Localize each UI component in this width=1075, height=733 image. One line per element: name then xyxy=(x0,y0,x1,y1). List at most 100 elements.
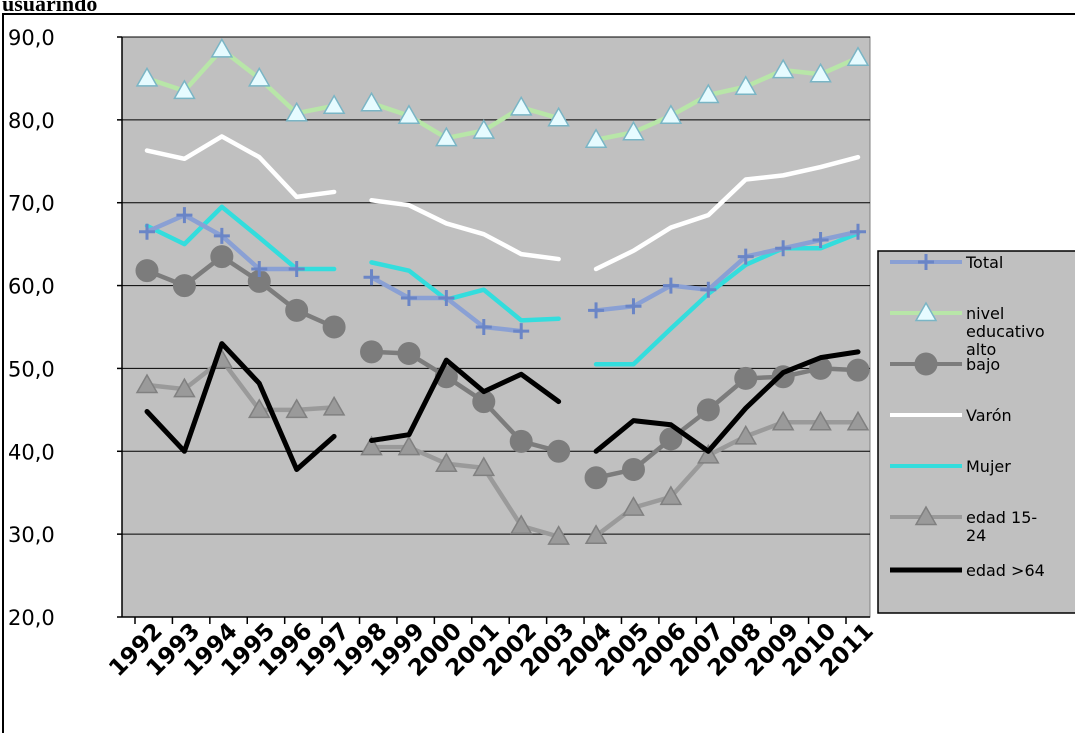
data-point xyxy=(918,254,934,270)
data-point xyxy=(584,128,608,148)
data-point xyxy=(625,298,642,315)
data-point xyxy=(322,94,346,115)
legend-label: edad 15-24 xyxy=(966,508,1037,545)
data-point xyxy=(588,302,605,319)
data-point xyxy=(397,342,421,366)
data-point xyxy=(435,126,458,147)
y-tick-label: 80,0 xyxy=(8,109,55,133)
data-point xyxy=(846,46,870,66)
legend-item: edad >64 xyxy=(890,561,1045,580)
series-line xyxy=(593,154,861,272)
data-point xyxy=(584,466,608,490)
data-point xyxy=(360,340,384,364)
data-point xyxy=(622,496,645,516)
data-point xyxy=(397,104,421,124)
data-point xyxy=(360,91,383,112)
data-point xyxy=(696,398,720,422)
data-point xyxy=(622,120,645,141)
data-point xyxy=(513,323,530,340)
data-point xyxy=(210,245,234,269)
data-point xyxy=(475,319,492,335)
legend-label: Total xyxy=(965,253,1003,272)
axes xyxy=(117,36,870,624)
data-point xyxy=(775,240,792,257)
data-point xyxy=(584,524,608,545)
data-point xyxy=(400,290,417,306)
data-point xyxy=(662,277,679,294)
data-point xyxy=(734,75,758,95)
data-point xyxy=(846,410,870,431)
data-point xyxy=(285,298,309,322)
legend-label: nivel educativo alto xyxy=(966,304,1045,359)
data-point xyxy=(173,79,196,100)
series-edad-15-24 xyxy=(135,348,870,545)
legend-label: edad >64 xyxy=(966,561,1045,580)
y-tick-label: 70,0 xyxy=(8,192,55,216)
series-line xyxy=(593,231,861,367)
data-point xyxy=(288,261,305,277)
series-line xyxy=(369,357,562,444)
x-tick-labels: 1992199319941995199619971998199920002001… xyxy=(104,618,879,682)
data-point xyxy=(509,429,533,453)
data-point xyxy=(846,358,870,382)
y-tick-label: 50,0 xyxy=(8,357,55,381)
series-total xyxy=(139,207,866,340)
data-point xyxy=(360,435,383,456)
series-line xyxy=(144,47,337,116)
data-point xyxy=(509,514,533,535)
data-point xyxy=(322,395,346,416)
data-point xyxy=(697,443,720,464)
data-point xyxy=(472,119,496,139)
series-bajo xyxy=(135,245,870,490)
legend-item: nivel educativo alto xyxy=(890,301,1045,359)
data-point xyxy=(213,227,230,244)
data-point xyxy=(697,83,720,104)
data-point xyxy=(135,259,159,283)
legend-label: bajo xyxy=(966,355,1000,374)
data-point xyxy=(247,66,271,87)
legend-item: Mujer xyxy=(890,457,1011,476)
y-tick-label: 20,0 xyxy=(8,606,55,630)
data-point xyxy=(659,104,683,124)
data-point xyxy=(850,223,866,240)
y-tick-label: 60,0 xyxy=(8,275,55,299)
top-label: usuarindo xyxy=(2,0,98,16)
data-point xyxy=(210,37,234,58)
series-edad-64 xyxy=(144,341,861,473)
series-nivel-educativo-alto xyxy=(135,37,870,148)
data-point xyxy=(700,281,717,298)
data-point xyxy=(659,485,683,506)
legend-item: Varón xyxy=(890,406,1012,425)
legend-label: Mujer xyxy=(966,457,1011,476)
data-point xyxy=(435,452,458,472)
data-point xyxy=(547,525,570,545)
data-point xyxy=(438,290,455,306)
series-line xyxy=(144,134,337,200)
legend-label: Varón xyxy=(966,406,1012,425)
data-point xyxy=(809,410,832,431)
line-chart: 20,0 30,0 40,0 50,0 60,0 70,0 80,0 90,0 1992199… xyxy=(8,26,1075,682)
figure-frame xyxy=(2,13,1075,733)
data-point xyxy=(363,269,380,286)
data-point xyxy=(734,366,758,390)
series-var-n xyxy=(144,134,861,272)
data-point xyxy=(135,66,159,87)
data-point xyxy=(472,456,496,477)
data-point xyxy=(173,377,196,398)
data-point xyxy=(659,427,683,451)
series-line xyxy=(369,197,561,262)
data-point xyxy=(734,424,758,445)
data-point xyxy=(139,223,155,240)
data-point xyxy=(285,101,308,122)
data-point xyxy=(509,95,533,116)
legend-item: Total xyxy=(890,253,1003,272)
data-point xyxy=(251,261,268,277)
data-point xyxy=(135,373,159,394)
data-point xyxy=(914,301,938,322)
data-point xyxy=(285,398,308,419)
series-line xyxy=(593,349,861,454)
data-point xyxy=(247,398,271,419)
y-tick-labels: 20,0 30,0 40,0 50,0 60,0 70,0 80,0 90,0 xyxy=(8,26,55,630)
data-point xyxy=(621,458,645,482)
